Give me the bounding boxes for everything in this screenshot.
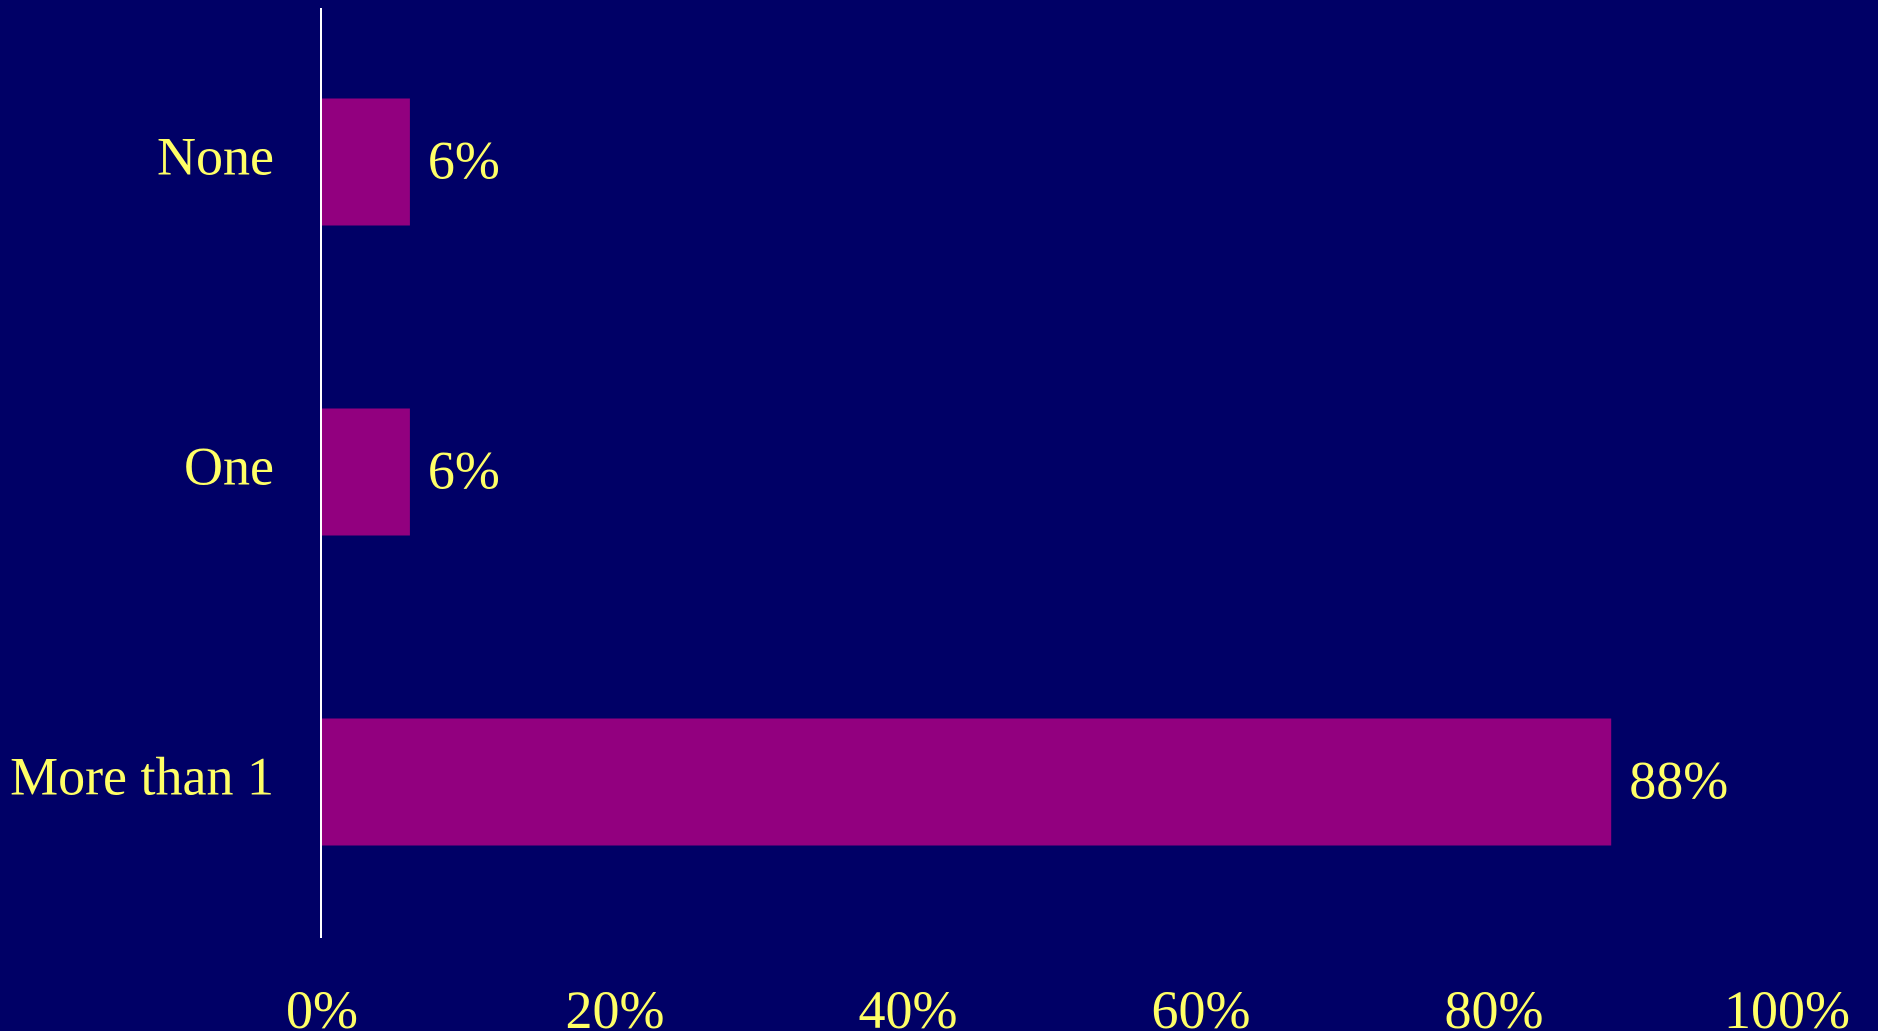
- labels-layer: None 6% One 6% More than 1 88% 0% 20% 40% 60% 80% 1…: [10, 126, 1850, 1031]
- data-label: 88%: [1629, 750, 1728, 810]
- data-label: 6%: [428, 130, 500, 190]
- bar-more-than-1: [322, 718, 1612, 846]
- category-label: None: [157, 126, 274, 186]
- x-tick-label: 80%: [1445, 980, 1544, 1031]
- bar-one: [322, 408, 410, 536]
- x-tick-label: 100%: [1724, 980, 1850, 1031]
- category-label: One: [184, 436, 274, 496]
- category-label: More than 1: [10, 746, 274, 806]
- bar-none: [322, 98, 410, 226]
- bars-layer: [322, 98, 1612, 846]
- x-tick-label: 20%: [566, 980, 665, 1031]
- x-tick-label: 40%: [859, 980, 958, 1031]
- x-tick-label: 0%: [286, 980, 358, 1031]
- x-tick-label: 60%: [1152, 980, 1251, 1031]
- data-label: 6%: [428, 440, 500, 500]
